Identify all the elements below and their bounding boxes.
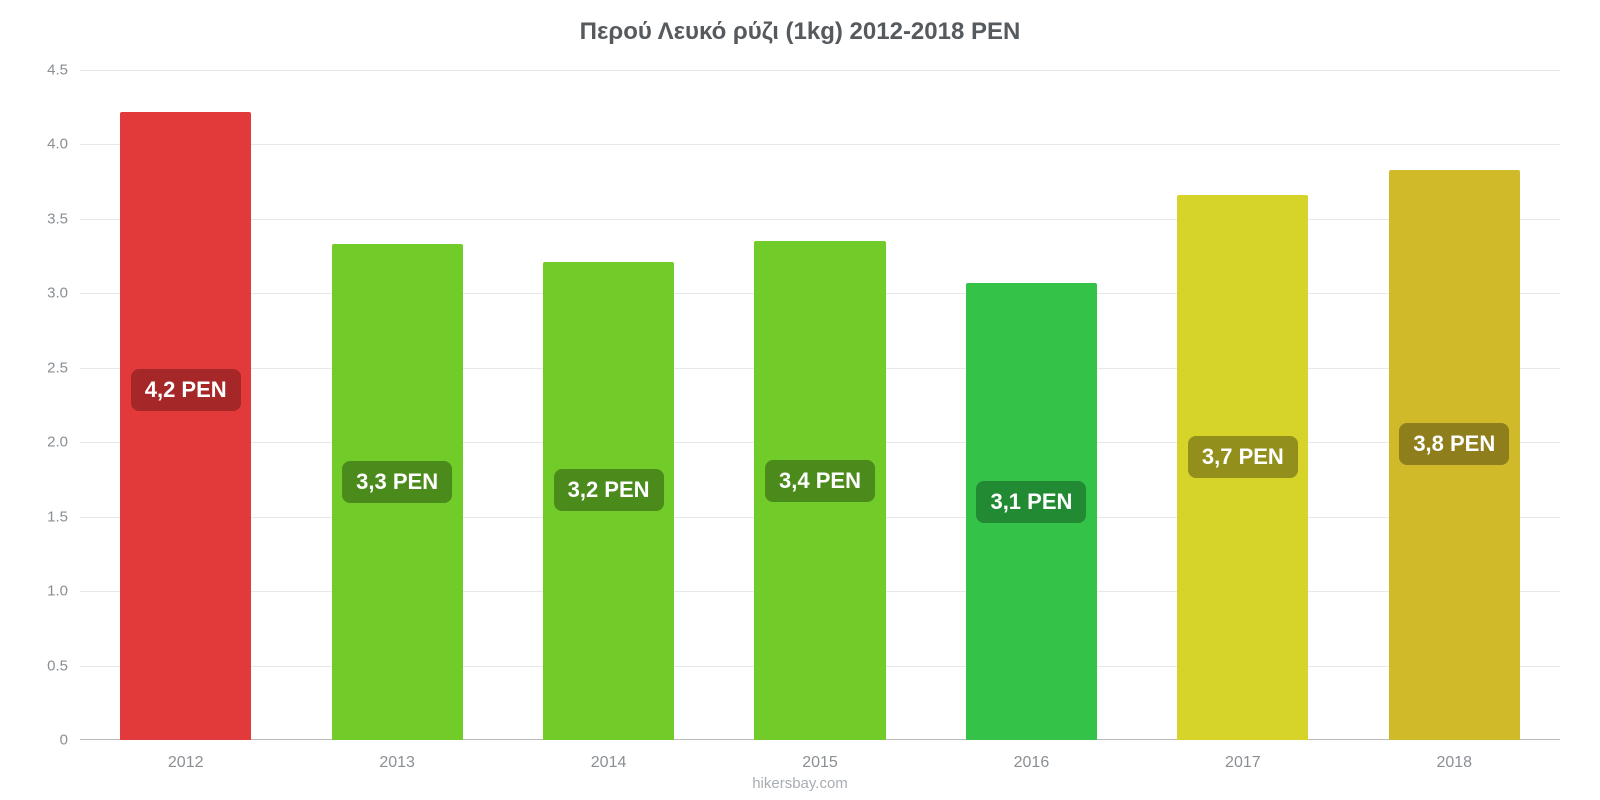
y-tick-label: 2.0 xyxy=(47,434,80,451)
x-tick-label: 2017 xyxy=(1225,740,1261,772)
value-badge: 3,7 PEN xyxy=(1188,436,1298,478)
y-tick-label: 3.0 xyxy=(47,285,80,302)
y-tick-label: 0.5 xyxy=(47,657,80,674)
x-tick-label: 2016 xyxy=(1014,740,1050,772)
x-tick-label: 2015 xyxy=(802,740,838,772)
chart-title: Περού Λευκό ρύζι (1kg) 2012-2018 PEN xyxy=(0,18,1600,46)
value-badge: 4,2 PEN xyxy=(131,369,241,411)
value-badge: 3,2 PEN xyxy=(554,469,664,511)
x-tick-label: 2013 xyxy=(379,740,415,772)
y-tick-label: 4.5 xyxy=(47,62,80,79)
x-tick-label: 2018 xyxy=(1436,740,1472,772)
attribution-text: hikersbay.com xyxy=(0,775,1600,792)
bar xyxy=(120,112,251,740)
value-badge: 3,4 PEN xyxy=(765,460,875,502)
value-badge: 3,8 PEN xyxy=(1399,423,1509,465)
y-tick-label: 2.5 xyxy=(47,359,80,376)
y-tick-label: 1.5 xyxy=(47,508,80,525)
x-tick-label: 2012 xyxy=(168,740,204,772)
y-tick-label: 4.0 xyxy=(47,136,80,153)
y-tick-label: 3.5 xyxy=(47,210,80,227)
y-tick-label: 0 xyxy=(60,732,80,749)
y-tick-label: 1.0 xyxy=(47,583,80,600)
value-badge: 3,3 PEN xyxy=(342,461,452,503)
value-badge: 3,1 PEN xyxy=(976,481,1086,523)
x-tick-label: 2014 xyxy=(591,740,627,772)
bars-layer xyxy=(80,70,1560,740)
chart-container: Περού Λευκό ρύζι (1kg) 2012-2018 PEN 00.… xyxy=(0,0,1600,800)
plot-area: 00.51.01.52.02.53.03.54.04.5 20122013201… xyxy=(80,70,1560,740)
